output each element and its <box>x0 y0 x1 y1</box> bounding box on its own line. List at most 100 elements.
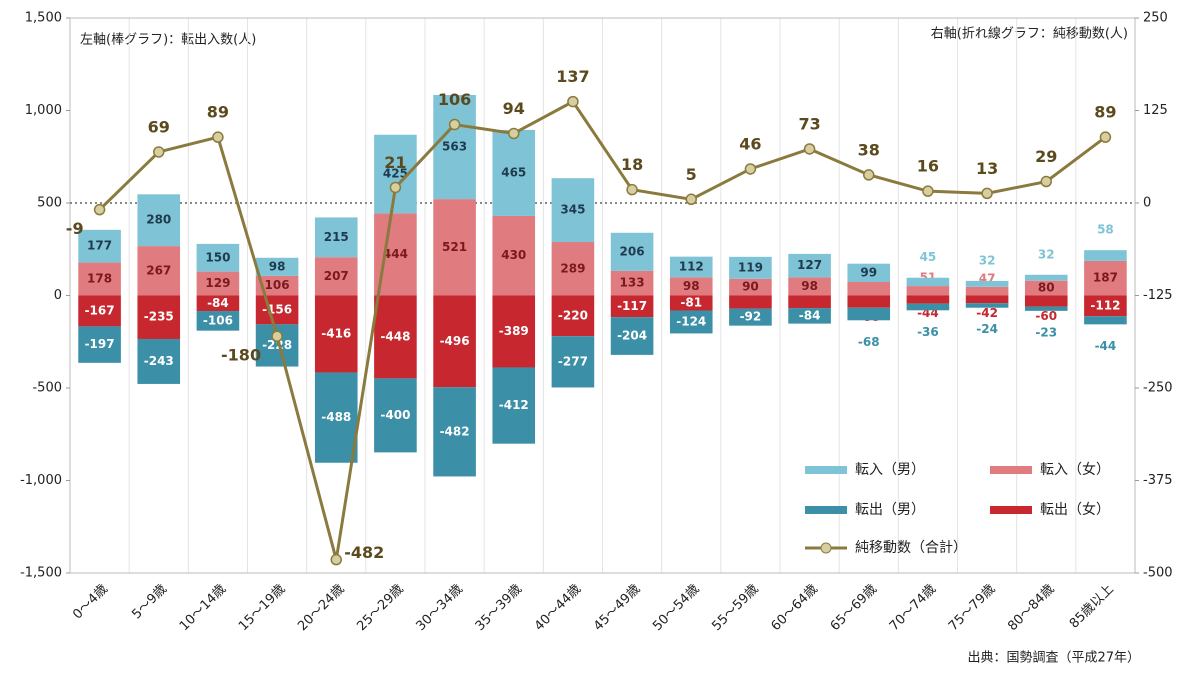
line-label: 5 <box>686 165 697 184</box>
bar <box>847 263 891 282</box>
bar <box>255 257 299 276</box>
line-label: 106 <box>438 90 471 109</box>
bar <box>965 280 1009 287</box>
line-point <box>212 131 224 143</box>
bar <box>965 295 1009 304</box>
line-point <box>803 143 816 155</box>
bar <box>965 303 1009 308</box>
bar-label: 80 <box>1038 281 1055 295</box>
bar-label: 177 <box>87 239 112 253</box>
bar <box>78 262 121 296</box>
x-tick-label: 0～4歳 <box>70 582 111 623</box>
bar-label: -24 <box>976 322 998 336</box>
bar-label: -228 <box>262 338 292 352</box>
bar-label: 112 <box>679 260 704 274</box>
bar-label: -117 <box>617 299 647 313</box>
bar-label: 430 <box>501 248 526 262</box>
line-label: 38 <box>858 140 880 159</box>
bar <box>847 295 891 308</box>
bar <box>492 215 536 296</box>
bar <box>492 367 536 444</box>
bar-label: 267 <box>146 263 171 277</box>
bar-label: -106 <box>203 313 233 327</box>
bar-label: -488 <box>321 410 351 424</box>
bar <box>788 308 831 324</box>
bar-label: 58 <box>1097 223 1114 237</box>
bar <box>433 199 476 296</box>
bar <box>847 307 891 321</box>
bar <box>729 278 772 296</box>
x-tick-label: 25～29歳 <box>354 582 406 634</box>
bar-label: 521 <box>442 240 467 254</box>
bar <box>137 338 181 384</box>
line-label: 89 <box>1094 103 1116 122</box>
bar <box>433 387 476 477</box>
bar <box>669 277 713 296</box>
x-tick-label: 5～9歳 <box>129 582 170 623</box>
y-tick-label: -1,500 <box>20 566 62 581</box>
bar-label: -235 <box>144 310 174 324</box>
bar-label: -416 <box>321 326 351 340</box>
line-label: 137 <box>556 67 589 86</box>
x-tick-label: 75～79歳 <box>946 582 998 634</box>
x-tick-label: 30～34歳 <box>413 582 465 634</box>
left-axis-note: 左軸(棒グラフ)：転出入数(人) <box>80 33 256 48</box>
legend-marker <box>820 542 832 554</box>
x-tick-label: 60～64歳 <box>768 582 820 634</box>
line-label: 13 <box>976 159 998 178</box>
bar <box>906 303 950 311</box>
bar <box>314 217 358 258</box>
bar <box>137 246 181 296</box>
bar <box>669 295 713 311</box>
bar <box>551 242 595 296</box>
bar-label: 106 <box>265 278 290 292</box>
bar <box>1024 274 1068 281</box>
bar <box>669 310 713 334</box>
bar-label: -84 <box>207 296 229 310</box>
bar <box>196 295 240 312</box>
bar <box>551 295 595 337</box>
bar <box>78 326 121 363</box>
y-tick-label: 0 <box>54 288 62 303</box>
line-point <box>330 553 342 566</box>
bar <box>788 253 831 278</box>
line-point <box>389 181 402 194</box>
bar <box>906 277 950 287</box>
legend-label: 転出（女） <box>1040 501 1110 518</box>
bar <box>1024 295 1068 307</box>
x-tick-label: 20～24歳 <box>295 582 347 634</box>
x-tick-label: 55～59歳 <box>709 582 761 634</box>
bar <box>196 311 240 331</box>
bar <box>1084 295 1127 317</box>
x-tick-label: 65～69歳 <box>828 582 880 634</box>
bar <box>255 275 299 296</box>
bar-label: -400 <box>380 408 410 422</box>
bar <box>669 256 713 278</box>
bar-label: 99 <box>860 265 877 279</box>
bar-label: -81 <box>680 295 702 309</box>
bar-label: -220 <box>558 308 588 322</box>
y2-tick-label: -375 <box>1143 473 1173 488</box>
y2-tick-label: 125 <box>1143 103 1168 118</box>
bar-label: 127 <box>797 258 822 272</box>
bar-label: 45 <box>920 250 937 264</box>
bar-label: 187 <box>1093 271 1118 285</box>
bar-label: 425 <box>383 167 408 181</box>
bar <box>847 281 891 296</box>
bar <box>78 295 121 327</box>
bar-label: -167 <box>85 303 115 317</box>
legend-swatch <box>990 466 1032 474</box>
line-label: 46 <box>739 134 761 153</box>
bar <box>1024 306 1068 311</box>
bar <box>433 295 476 388</box>
bar-label: -389 <box>499 324 529 338</box>
line-point <box>1099 131 1112 143</box>
bar <box>314 372 358 463</box>
bar-label: -84 <box>799 308 821 322</box>
legend-swatch <box>990 506 1032 514</box>
bar-label: 207 <box>324 269 349 283</box>
legend-label: 転入（男） <box>855 462 925 478</box>
bar <box>788 277 831 296</box>
bar-label: -92 <box>740 310 762 324</box>
